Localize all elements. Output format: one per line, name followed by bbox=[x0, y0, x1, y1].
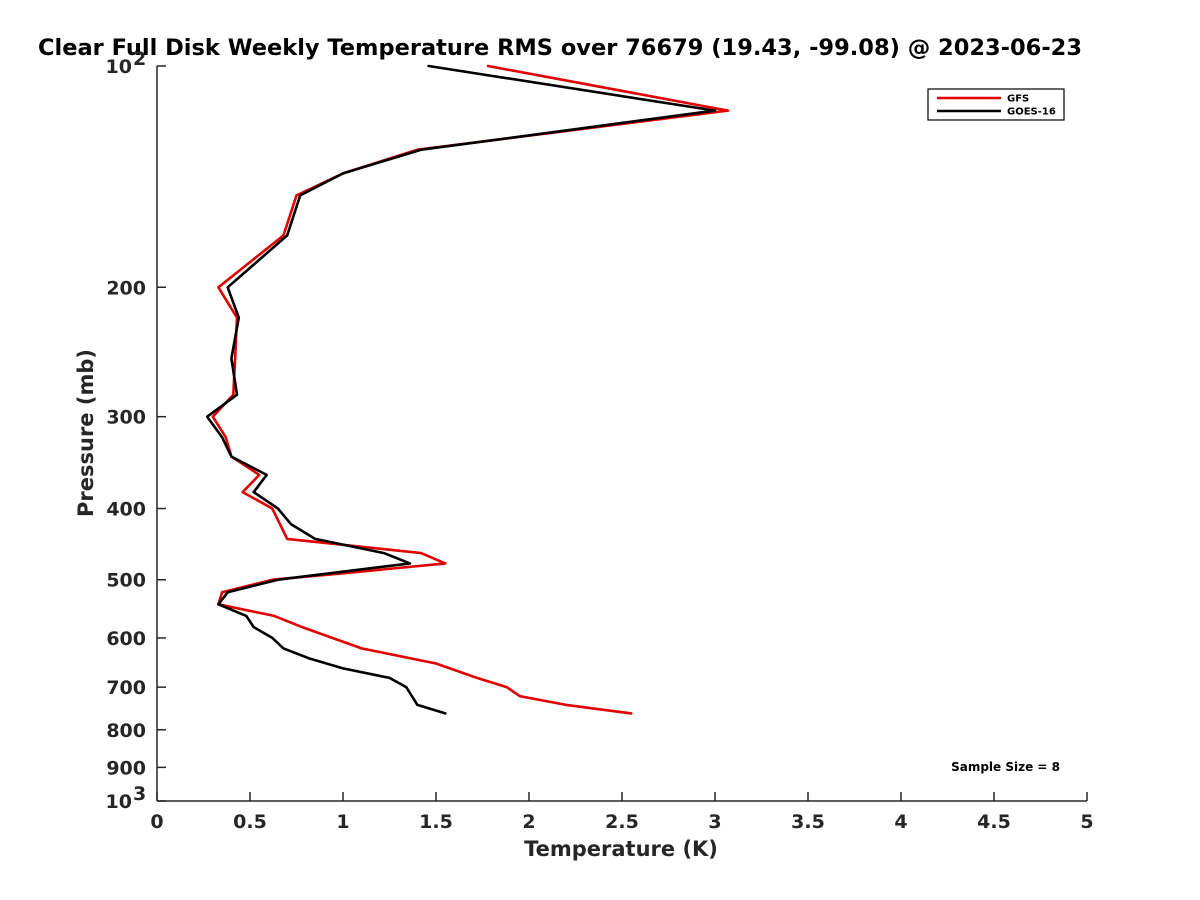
y-tick-exponent: 2 bbox=[133, 48, 146, 70]
y-tick-label: 10 bbox=[106, 56, 132, 78]
y-tick-label: 700 bbox=[106, 677, 146, 699]
series-line-gfs bbox=[211, 64, 730, 715]
legend-label-gfs: GFS bbox=[1007, 94, 1029, 105]
legend-label-goes-16: GOES-16 bbox=[1007, 107, 1056, 118]
y-tick-label: 900 bbox=[106, 757, 146, 779]
legend-box bbox=[927, 88, 1065, 121]
x-tick-label: 3 bbox=[708, 811, 721, 833]
x-tick-label: 1 bbox=[336, 811, 349, 833]
x-tick-label: 2.5 bbox=[605, 811, 639, 833]
x-tick-label: 3.5 bbox=[791, 811, 825, 833]
x-tick-label: 2 bbox=[522, 811, 535, 833]
x-ticks: 0 0.5 1 1.5 2 2.5 3 3.5 4 4.5 5 bbox=[150, 792, 1094, 833]
x-tick-label: 1.5 bbox=[419, 811, 453, 833]
y-tick-exponent: 3 bbox=[133, 783, 146, 805]
x-tick-label: 0.5 bbox=[233, 811, 267, 833]
x-tick-label: 4.5 bbox=[977, 811, 1011, 833]
y-tick-label: 200 bbox=[106, 277, 146, 299]
sample-size-annotation: Sample Size = 8 bbox=[951, 760, 1060, 774]
y-axis-label: Pressure (mb) bbox=[74, 349, 98, 517]
chart-title: Clear Full Disk Weekly Temperature RMS o… bbox=[38, 35, 1082, 61]
x-tick-label: 0 bbox=[150, 811, 163, 833]
x-tick-label: 4 bbox=[894, 811, 907, 833]
legend: GFS GOES-16 bbox=[927, 88, 1065, 121]
y-tick-label: 600 bbox=[106, 628, 146, 650]
y-tick-label: 500 bbox=[106, 570, 146, 592]
plot-lines bbox=[205, 64, 730, 715]
y-tick-label: 800 bbox=[106, 720, 146, 742]
y-tick-label: 400 bbox=[106, 499, 146, 521]
x-tick-label: 5 bbox=[1080, 811, 1093, 833]
series-line-goes-16 bbox=[205, 64, 717, 715]
y-tick-label: 300 bbox=[106, 407, 146, 429]
x-axis-label: Temperature (K) bbox=[524, 837, 718, 861]
y-tick-label: 10 bbox=[106, 791, 132, 813]
